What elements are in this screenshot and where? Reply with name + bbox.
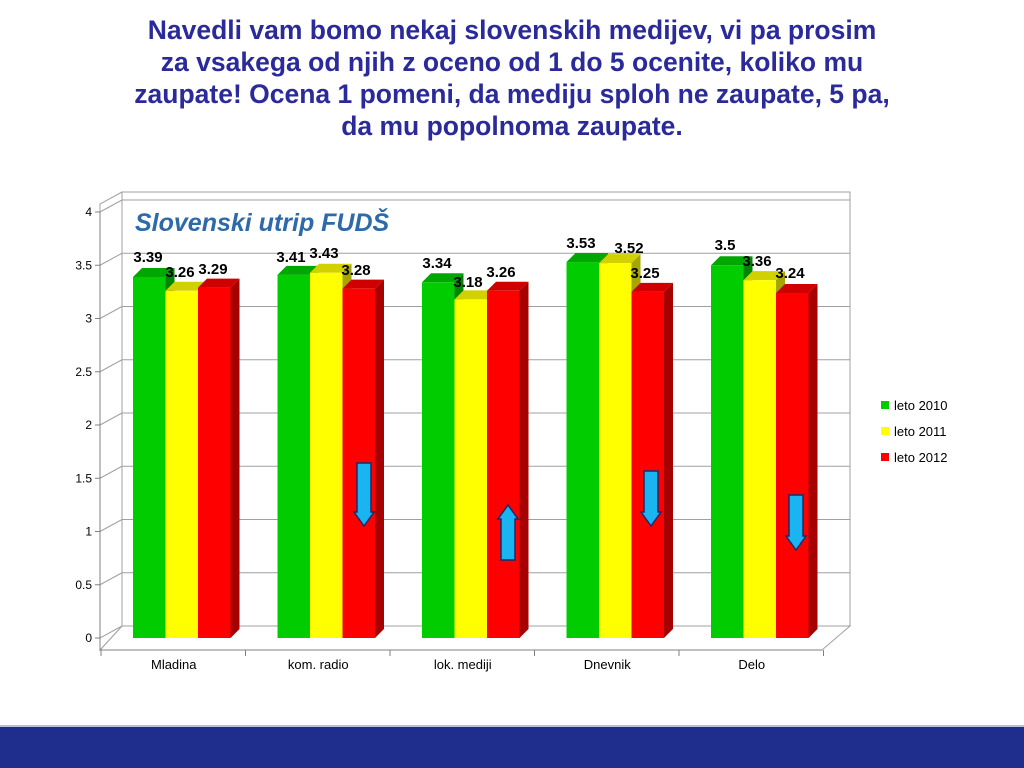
- data-labels: 3.393.26 3.293.41 3.433.28 3.343.183.263.53…: [133, 235, 805, 291]
- data-label: 3.34: [422, 255, 452, 272]
- trend-arrows: [352, 462, 808, 561]
- bar-top: [599, 254, 641, 264]
- arrow-down-icon: [784, 494, 808, 552]
- x-tick-label: Delo: [738, 657, 765, 672]
- y-tick-label: 1: [85, 525, 92, 539]
- data-label: 3.24: [775, 265, 805, 282]
- bar: [487, 290, 520, 638]
- arrow-down-icon: [352, 462, 376, 528]
- bar: [566, 262, 599, 638]
- title-line: za vsakega od njih z oceno od 1 do 5 oce…: [160, 47, 864, 77]
- bar: [631, 291, 664, 638]
- gridline-side: [99, 465, 123, 479]
- bar: [422, 282, 455, 638]
- title-line: da mu popolnoma zaupate.: [341, 111, 683, 141]
- gridline-side: [99, 252, 123, 266]
- x-tick-label: kom. radio: [288, 657, 349, 672]
- gridline-side: [99, 359, 123, 373]
- bar-top: [776, 283, 818, 293]
- bar-side: [664, 282, 673, 638]
- gridline-side: [99, 199, 123, 213]
- bar: [743, 280, 776, 638]
- watermark-logo: Slovenski utrip FUDŠ: [135, 207, 390, 237]
- footer-bar: [0, 727, 1024, 768]
- legend-label: leto 2010: [894, 398, 948, 413]
- y-axis: 0 0.5 1 1.5 2 2.5 3 3.5 4: [75, 205, 101, 650]
- x-tick-label: lok. mediji: [434, 657, 492, 672]
- arrow-up-icon: [496, 503, 520, 561]
- data-label: 3.26: [486, 264, 515, 281]
- chart-side-wall: [99, 191, 123, 652]
- title-line: Navedli vam bomo nekaj slovenskih medije…: [147, 15, 877, 45]
- data-label: 3.26: [165, 264, 194, 281]
- x-tick-label: Mladina: [151, 657, 197, 672]
- bar-top: [743, 271, 785, 281]
- data-label: 3.25: [630, 265, 659, 282]
- gridline-side: [99, 412, 123, 426]
- bar: [165, 290, 198, 638]
- bar-top: [310, 263, 352, 273]
- y-tick-label: 2: [85, 418, 92, 432]
- bar: [310, 272, 343, 638]
- bar: [711, 265, 744, 638]
- legend-swatch: [881, 401, 889, 409]
- bar-top: [454, 290, 496, 300]
- bar-side: [230, 278, 240, 638]
- bar-top: [711, 256, 753, 266]
- bar-top: [566, 253, 608, 263]
- data-label: 3.52: [614, 240, 643, 257]
- y-tick-label: 0: [85, 631, 92, 645]
- gridline-side: [99, 519, 123, 532]
- title-line: zaupate! Ocena 1 pomeni, da mediju sploh…: [134, 79, 890, 109]
- data-label: 3.18: [453, 274, 482, 291]
- arrow-down-icon: [639, 470, 663, 528]
- legend-label: leto 2012: [894, 450, 948, 465]
- legend-label: leto 2011: [894, 424, 947, 439]
- footer-divider: [0, 725, 1024, 727]
- bar-side: [808, 283, 818, 638]
- y-tick-label: 3: [85, 312, 92, 326]
- bar-top: [277, 265, 319, 275]
- bar-top: [422, 273, 464, 283]
- page-title: Navedli vam bomo nekaj slovenskih medije…: [40, 14, 984, 142]
- gridline-side: [99, 625, 123, 639]
- data-label: 3.5: [715, 237, 736, 254]
- bar: [133, 276, 166, 638]
- legend-swatch: [881, 453, 889, 461]
- bar: [454, 299, 487, 638]
- legend: leto 2010 leto 2011 leto 2012: [881, 398, 948, 465]
- legend-swatch: [881, 427, 889, 435]
- bar: [277, 274, 310, 638]
- x-axis: Mladina kom. radio lok. mediji Dnevnik Delo: [100, 649, 824, 672]
- gridline-side: [99, 306, 123, 319]
- y-tick-label: 4: [85, 205, 92, 219]
- data-label: 3.39: [133, 249, 162, 266]
- bar-side: [519, 281, 529, 638]
- y-tick-label: 3.5: [75, 258, 92, 272]
- y-tick-label: 0.5: [75, 578, 92, 592]
- bar-top: [198, 278, 240, 288]
- data-label: 3.29: [198, 261, 227, 278]
- bar-top: [342, 279, 384, 289]
- data-label: 3.41: [276, 249, 305, 266]
- y-tick-label: 2.5: [75, 365, 92, 379]
- data-label: 3.53: [566, 235, 595, 252]
- bar-chart: 0 0.5 1 1.5 2 2.5 3 3.5 4 Slovenski utrip FUDŠ 3…: [75, 191, 948, 672]
- bar-top: [631, 282, 673, 292]
- data-label: 3.36: [742, 253, 771, 270]
- bar: [599, 263, 632, 638]
- data-label: 3.43: [309, 245, 338, 262]
- gridline-side: [99, 572, 123, 586]
- bar-top: [165, 281, 207, 291]
- y-tick-label: 1.5: [75, 471, 92, 485]
- bar-top: [487, 281, 529, 291]
- x-tick-label: Dnevnik: [584, 657, 631, 672]
- bar: [198, 287, 231, 638]
- bar: [776, 292, 809, 638]
- data-label: 3.28: [341, 262, 370, 279]
- bar-top: [133, 267, 175, 277]
- bar-side: [375, 279, 384, 638]
- bars: [133, 253, 818, 638]
